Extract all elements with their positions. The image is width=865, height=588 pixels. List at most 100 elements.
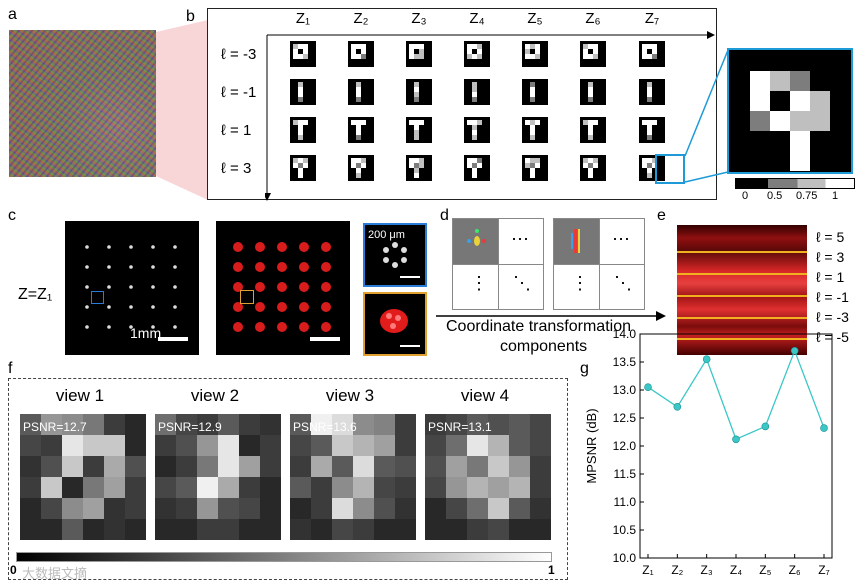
pattern-cell [406, 117, 432, 143]
reconstructed-view-image [20, 414, 146, 540]
ellipsis-h-1: ⋯ [511, 229, 529, 249]
pattern-cell [348, 155, 374, 181]
oam-label: ℓ = -3 [816, 309, 849, 325]
pattern-cell [348, 79, 374, 105]
column-label: Z₅ [527, 10, 543, 27]
pattern-cell [580, 155, 606, 181]
scale-bar-right [310, 337, 340, 341]
pattern-cell [639, 155, 665, 181]
mpsnr-line-chart: 10.0 10.5 11.0 11.5 12.0 12.5 13.0 13.5 14.0 Z₁ Z₂… [584, 327, 833, 577]
view-title: view 4 [460, 386, 510, 405]
phase-pattern-2 [571, 229, 580, 253]
zoomed-pattern-inset [727, 48, 853, 174]
mpsnr-series-line [647, 348, 825, 441]
transform-caption-line2: components [500, 338, 588, 355]
projection-wedge [156, 20, 208, 200]
panel-b-frame [207, 8, 717, 200]
view-title: view 1 [55, 386, 105, 405]
psnr-label: PSNR=13.6 [293, 420, 357, 434]
pattern-cell [639, 41, 665, 67]
x-tick-label: Z₅ [759, 563, 771, 577]
transform-grid-1: ⋯ ⋮ ⋱ [452, 218, 544, 310]
data-point [790, 346, 799, 355]
panel-label-c: c [8, 207, 16, 224]
scale-bar-inset [400, 276, 420, 278]
panel-label-a: a [8, 6, 17, 23]
selected-cell-highlight [655, 154, 685, 184]
pattern-cell [406, 41, 432, 67]
panel-label-e: e [657, 207, 666, 224]
panel-label-b: b [186, 8, 195, 25]
gradient-max-label: 1 [548, 563, 555, 577]
pattern-cell [406, 79, 432, 105]
ellipsis-v-2: ⋮ [571, 273, 589, 293]
pattern-cell [464, 155, 490, 181]
x-tick-label: Z₁ [642, 563, 653, 577]
transform-arrow [436, 311, 666, 321]
pattern-cell [639, 117, 665, 143]
ellipsis-d-2: ⋱ [614, 273, 632, 293]
ellipsis-d-1: ⋱ [513, 273, 531, 293]
panel-f-frame [8, 378, 568, 580]
data-point [702, 355, 711, 364]
view-title: view 3 [325, 386, 375, 405]
grayscale-tick-0: 0 [742, 190, 749, 202]
pattern-cell [348, 41, 374, 67]
transform-phase-2 [554, 219, 599, 264]
column-label: Z₂ [353, 10, 369, 27]
pattern-cell [580, 117, 606, 143]
pattern-cell [348, 117, 374, 143]
transform-grid-2: ⋯ ⋮ ⋱ [553, 218, 645, 310]
pattern-cell [290, 41, 316, 67]
scale-bar-left-label: 1mm [130, 325, 162, 341]
row-label: ℓ = -3 [221, 46, 257, 63]
reconstructed-view-image [425, 414, 551, 540]
ring-spots [383, 242, 407, 268]
y-tick-label: 14.0 [613, 327, 637, 341]
ellipsis-v-1: ⋮ [470, 273, 488, 293]
phase-hologram-image [9, 30, 156, 177]
y-tick-label: 10.0 [613, 551, 637, 565]
pattern-cell [290, 117, 316, 143]
scale-bar-left [158, 337, 188, 341]
gradient-min-label: 0 [10, 563, 17, 577]
column-label: Z₄ [469, 10, 485, 27]
row-label: ℓ = -1 [221, 84, 257, 101]
pattern-cell [464, 117, 490, 143]
y-tick-label: 13.0 [613, 383, 637, 397]
x-tick-label: Z₄ [730, 563, 742, 577]
ellipsis-h-2: ⋯ [612, 229, 630, 249]
row-label: ℓ = 1 [221, 122, 252, 139]
red-ring-spots [380, 309, 408, 333]
zoom-lines [684, 49, 729, 183]
reconstructed-view-image [155, 414, 281, 540]
data-point [761, 422, 770, 431]
oam-label: ℓ = 3 [816, 249, 845, 265]
column-label: Z₇ [644, 10, 660, 27]
experimental-spot-array-image [216, 221, 350, 355]
y-tick-label: 11.5 [614, 467, 637, 481]
y-tick-label: 12.0 [613, 439, 637, 453]
row-label: ℓ = 3 [221, 160, 252, 177]
panel-label-d: d [440, 207, 449, 224]
selected-exp-spot-box [240, 290, 254, 304]
pattern-cell [522, 41, 548, 67]
pattern-cell [290, 155, 316, 181]
data-point [732, 435, 740, 444]
x-tick-label: Z₆ [789, 563, 801, 577]
x-tick-label: Z₃ [701, 563, 713, 577]
pattern-cell [290, 79, 316, 105]
y-tick-label: 12.5 [613, 411, 637, 425]
pattern-cell [522, 79, 548, 105]
chart-frame [639, 333, 833, 559]
y-tick-label: 11.0 [614, 495, 637, 509]
data-point [673, 403, 682, 411]
transform-caption-line1: Coordinate transformation [446, 318, 631, 335]
pattern-cell [522, 117, 548, 143]
transform-phase-1 [453, 219, 498, 264]
psnr-label: PSNR=13.1 [428, 420, 492, 434]
view-title: view 2 [190, 386, 240, 405]
pattern-cell [580, 79, 606, 105]
oam-label: ℓ = 5 [816, 229, 845, 245]
panel-b-axes [265, 31, 715, 201]
